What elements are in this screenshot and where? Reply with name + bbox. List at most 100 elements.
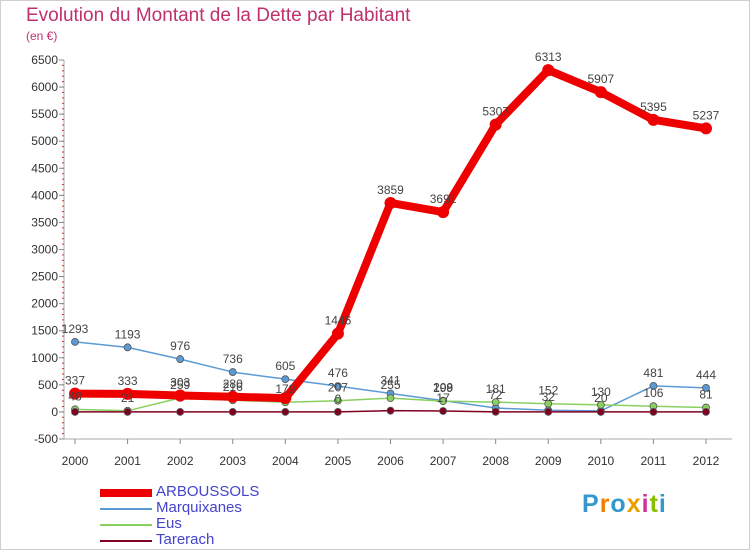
- x-tick-label: 2009: [535, 454, 562, 468]
- data-label-arboussols: 3859: [377, 183, 404, 197]
- data-point-arboussols: [69, 387, 81, 400]
- data-point-arboussols: [489, 118, 502, 131]
- data-label-arboussols: 5907: [587, 72, 614, 86]
- data-point-tarerach: [123, 408, 132, 416]
- proxiti-logo: Proxiti: [582, 490, 667, 519]
- y-tick-label: 500: [38, 378, 58, 392]
- data-label-eus: 207: [328, 381, 348, 395]
- y-tick-label: 6000: [31, 80, 58, 94]
- data-label-arboussols: 6313: [535, 50, 562, 64]
- y-tick-label: 6500: [31, 53, 58, 67]
- logo-letter: x: [626, 490, 642, 518]
- data-label-marquixanes: 208: [433, 381, 453, 395]
- chart-title: Evolution du Montant de la Dette par Hab…: [26, 5, 411, 26]
- x-tick-label: 2004: [272, 454, 299, 468]
- data-label-eus: 259: [170, 378, 190, 392]
- y-tick-label: 3500: [31, 215, 58, 229]
- data-label-marquixanes: 1193: [115, 327, 141, 341]
- data-point-arboussols: [594, 86, 607, 99]
- legend-swatch: [100, 489, 152, 497]
- data-point-eus: [439, 397, 447, 406]
- data-label-marquixanes: 476: [328, 366, 348, 380]
- data-label-arboussols: 1446: [325, 314, 352, 328]
- data-point-marquixanes: [123, 343, 132, 352]
- data-label-marquixanes: 444: [696, 368, 716, 382]
- data-point-tarerach: [544, 407, 553, 416]
- data-label-marquixanes: 1293: [62, 322, 89, 336]
- x-tick-label: 2011: [641, 454, 667, 468]
- data-point-arboussols: [279, 392, 292, 405]
- x-tick-label: 2012: [693, 454, 720, 468]
- data-point-tarerach: [439, 407, 447, 415]
- data-point-arboussols: [542, 64, 555, 77]
- data-label-arboussols: 280: [223, 377, 243, 391]
- y-tick-label: 1500: [31, 324, 58, 338]
- chart-series-area: 337 333 303 280 1446 3859 3691 5307 6313 5907 5395…: [62, 50, 720, 416]
- x-tick-label: 2006: [377, 454, 404, 468]
- data-label-marquixanes: 32: [542, 390, 556, 404]
- data-point-tarerach: [386, 406, 395, 415]
- x-tick-label: 2002: [167, 454, 194, 468]
- y-tick-label: 4500: [31, 161, 58, 175]
- data-label-tarerach: 17: [436, 391, 450, 405]
- x-tick-label: 2008: [482, 454, 509, 468]
- logo-letter: i: [641, 490, 650, 518]
- data-label-eus: 48: [68, 389, 82, 403]
- data-label-marquixanes: 20: [594, 391, 608, 405]
- y-tick-label: 3000: [31, 243, 58, 257]
- logo-letter: o: [610, 490, 627, 518]
- data-point-tarerach: [596, 408, 605, 416]
- x-tick-label: 2007: [430, 454, 457, 468]
- y-tick-label: 0: [51, 405, 58, 419]
- data-point-arboussols: [647, 113, 660, 126]
- legend-swatch: [100, 524, 152, 526]
- data-point-tarerach: [71, 408, 79, 416]
- x-tick-label: 2001: [114, 454, 141, 468]
- data-label-eus: 216: [223, 380, 243, 394]
- data-label-eus: 106: [643, 386, 663, 400]
- data-label-marquixanes: 736: [223, 352, 243, 366]
- chart-axes: -500 0 500 1000 1500 2000 2500 3000 3500 4000 4500…: [31, 53, 732, 468]
- y-tick-label: 2500: [31, 270, 58, 284]
- chart-unit: (en €): [26, 29, 58, 43]
- data-label-eus: 181: [486, 382, 506, 396]
- data-point-arboussols: [700, 122, 712, 135]
- data-label-tarerach: 0: [335, 392, 342, 406]
- data-point-tarerach: [176, 408, 185, 416]
- data-point-tarerach: [228, 408, 237, 416]
- data-label-arboussols: 337: [65, 374, 85, 388]
- x-tick-label: 2003: [219, 454, 246, 468]
- data-label-marquixanes: 72: [489, 388, 503, 402]
- data-point-arboussols: [384, 196, 397, 209]
- data-point-arboussols: [174, 389, 187, 402]
- y-tick-label: 5500: [31, 107, 58, 121]
- data-label-arboussols: 3691: [430, 192, 457, 206]
- data-point-marquixanes: [649, 381, 658, 390]
- data-label-marquixanes: 976: [170, 339, 190, 353]
- data-point-eus: [386, 394, 395, 403]
- data-point-tarerach: [334, 408, 342, 416]
- data-point-marquixanes: [228, 368, 237, 376]
- logo-letter: P: [582, 490, 600, 518]
- legend-label: Eus: [156, 515, 182, 532]
- data-label-eus: 21: [121, 391, 135, 405]
- data-point-marquixanes: [176, 355, 185, 363]
- logo-letter: r: [599, 490, 611, 518]
- data-point-tarerach: [702, 408, 710, 416]
- legend-swatch: [100, 508, 152, 510]
- x-tick-label: 2000: [62, 454, 89, 468]
- data-point-eus: [334, 396, 342, 405]
- data-label-marquixanes: 605: [275, 359, 295, 373]
- y-tick-label: 5000: [31, 134, 58, 148]
- data-point-marquixanes: [702, 383, 710, 392]
- y-tick-label: -500: [34, 432, 58, 446]
- data-point-arboussols: [437, 206, 450, 219]
- data-label-eus: 179: [275, 382, 295, 396]
- data-label-marquixanes: 341: [380, 373, 400, 387]
- legend-label: Tarerach: [156, 531, 215, 548]
- y-tick-label: 4000: [31, 188, 58, 202]
- data-point-marquixanes: [71, 338, 79, 346]
- legend-swatch: [100, 540, 152, 542]
